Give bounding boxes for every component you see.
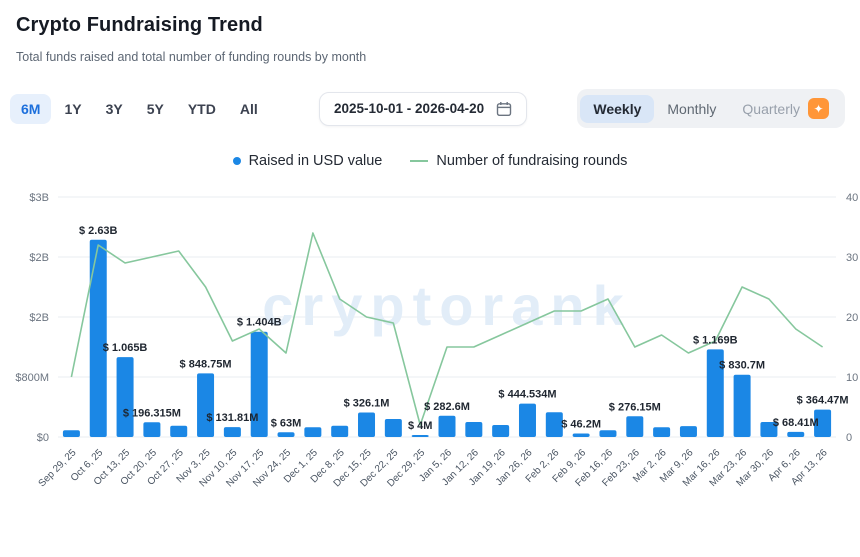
bar-dec-1-25[interactable] bbox=[304, 427, 322, 437]
y-axis-left-tick: $800M bbox=[15, 372, 49, 384]
bar-mar-23-26[interactable] bbox=[733, 374, 751, 437]
range-button-ytd[interactable]: YTD bbox=[177, 94, 227, 124]
bar-value-label: $ 68.41M bbox=[773, 417, 819, 429]
y-axis-left-tick: $3B bbox=[29, 192, 49, 204]
bar-mar-2-26[interactable] bbox=[653, 427, 671, 437]
time-range-group: 6M 1Y 3Y 5Y YTD All bbox=[10, 93, 269, 124]
bar-jan-19-26[interactable] bbox=[492, 425, 510, 437]
bar-mar-9-26[interactable] bbox=[679, 426, 697, 437]
legend-dot-swatch bbox=[232, 157, 241, 165]
y-axis-right-tick: 0 bbox=[846, 432, 852, 444]
bar-value-label: $ 282.6M bbox=[424, 401, 470, 413]
legend-line-swatch bbox=[410, 160, 429, 162]
bar-nov-17-25[interactable] bbox=[250, 331, 268, 437]
legend-item-raised-in-usd-value[interactable]: Raised in USD value bbox=[232, 153, 383, 169]
granularity-label: Weekly bbox=[593, 100, 642, 117]
bar-mar-30-26[interactable] bbox=[760, 422, 778, 437]
legend-label: Raised in USD value bbox=[248, 153, 383, 169]
bar-oct-27-25[interactable] bbox=[170, 425, 188, 437]
bar-value-label: $ 276.15M bbox=[609, 401, 661, 413]
x-axis-label: Sep 29, 25 bbox=[37, 447, 79, 489]
range-button-3y[interactable]: 3Y bbox=[95, 94, 134, 124]
bar-oct-20-25[interactable] bbox=[143, 422, 161, 437]
page-subtitle: Total funds raised and total number of f… bbox=[16, 50, 367, 64]
bar-value-label: $ 1.404B bbox=[237, 317, 282, 329]
fundraising-chart: $3B 40 $2B 30 $2B 20 $800M 10 $0 0 cryptorank $ 2.6… bbox=[0, 173, 860, 514]
bar-nov-3-25[interactable] bbox=[197, 373, 215, 437]
legend-item-number-of-fundraising-rounds[interactable]: Number of fundraising rounds bbox=[410, 153, 627, 169]
bar-value-label: $ 830.7M bbox=[719, 360, 765, 372]
bar-feb-2-26[interactable] bbox=[545, 412, 563, 437]
bar-feb-9-26[interactable] bbox=[572, 433, 590, 437]
bar-nov-10-25[interactable] bbox=[223, 427, 241, 437]
range-button-1y[interactable]: 1Y bbox=[53, 94, 92, 124]
y-axis-left-tick: $2B bbox=[29, 312, 49, 324]
granularity-label: Monthly bbox=[667, 100, 717, 117]
y-axis-right-tick: 20 bbox=[846, 312, 858, 324]
chart-svg: $3B 40 $2B 30 $2B 20 $800M 10 $0 0 cryptorank $ 2.6… bbox=[15, 192, 858, 489]
granularity-quarterly[interactable]: Quarterly ✦ bbox=[729, 92, 842, 125]
page-title: Crypto Fundraising Trend bbox=[16, 14, 263, 36]
bar-nov-24-25[interactable] bbox=[277, 432, 295, 437]
bar-value-label: $ 131.81M bbox=[206, 412, 258, 424]
bar-value-label: $ 2.63B bbox=[79, 225, 118, 237]
bar-value-label: $ 46.2M bbox=[561, 419, 601, 431]
bar-value-label: $ 326.1M bbox=[344, 398, 390, 410]
range-button-6m[interactable]: 6M bbox=[10, 93, 52, 124]
bar-jan-5-26[interactable] bbox=[438, 415, 456, 437]
range-button-all[interactable]: All bbox=[229, 94, 269, 124]
bar-oct-6-25[interactable] bbox=[89, 239, 107, 437]
bar-dec-22-25[interactable] bbox=[384, 419, 402, 437]
granularity-monthly[interactable]: Monthly bbox=[654, 95, 729, 123]
premium-icon: ✦ bbox=[808, 98, 829, 119]
bar-value-label: $ 444.534M bbox=[498, 389, 556, 401]
bar-value-label: $ 364.47M bbox=[797, 395, 849, 407]
bar-feb-16-26[interactable] bbox=[599, 430, 617, 437]
watermark: cryptorank bbox=[262, 274, 631, 337]
bar-value-label: $ 196.315M bbox=[123, 407, 181, 419]
date-range-value: 2025-10-01 - 2026-04-20 bbox=[334, 101, 485, 116]
bar-mar-16-26[interactable] bbox=[706, 349, 724, 437]
y-axis-left-tick: $0 bbox=[37, 432, 49, 444]
bar-jan-26-26[interactable] bbox=[518, 403, 536, 437]
bar-value-label: $ 63M bbox=[271, 417, 302, 429]
granularity-toggle: Weekly Monthly Quarterly ✦ bbox=[577, 89, 845, 128]
bar-apr-13-26[interactable] bbox=[814, 409, 832, 437]
chart-legend: Raised in USD value Number of fundraising… bbox=[0, 153, 860, 169]
bar-oct-13-25[interactable] bbox=[116, 357, 134, 437]
bar-value-label: $ 848.75M bbox=[180, 358, 232, 370]
chart-controls: 6M 1Y 3Y 5Y YTD All 2025-10-01 - 2026-04-20 W… bbox=[10, 89, 845, 128]
date-range-picker[interactable]: 2025-10-01 - 2026-04-20 bbox=[319, 91, 528, 126]
bar-value-label: $ 1.169B bbox=[693, 334, 738, 346]
y-axis-right-tick: 30 bbox=[846, 252, 858, 264]
y-axis-left-tick: $2B bbox=[29, 252, 49, 264]
legend-label: Number of fundraising rounds bbox=[436, 153, 628, 169]
range-button-5y[interactable]: 5Y bbox=[136, 94, 175, 124]
y-axis-right-tick: 40 bbox=[846, 192, 858, 204]
bar-dec-8-25[interactable] bbox=[331, 425, 349, 437]
granularity-label: Quarterly bbox=[742, 100, 800, 117]
bar-value-label: $ 4M bbox=[408, 420, 432, 432]
bar-jan-12-26[interactable] bbox=[465, 422, 483, 437]
bar-sep-29-25[interactable] bbox=[62, 430, 80, 437]
bar-value-label: $ 1.065B bbox=[103, 342, 148, 354]
bar-dec-15-25[interactable] bbox=[358, 412, 376, 437]
rounds-line bbox=[70, 232, 824, 426]
bar-dec-29-25[interactable] bbox=[411, 435, 429, 437]
bar-feb-23-26[interactable] bbox=[626, 416, 644, 437]
bar-apr-6-26[interactable] bbox=[787, 431, 805, 437]
calendar-icon bbox=[496, 101, 512, 116]
y-axis-right-tick: 10 bbox=[846, 372, 858, 384]
page-header: Crypto Fundraising Trend Total funds rai… bbox=[0, 0, 860, 64]
granularity-weekly[interactable]: Weekly bbox=[580, 94, 655, 123]
